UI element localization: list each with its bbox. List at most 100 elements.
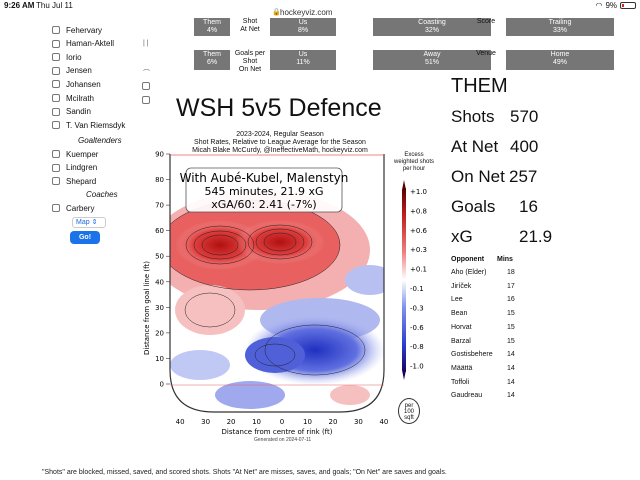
x-tick-label: 20 (328, 418, 337, 426)
opponent-mins: 15 (507, 323, 515, 331)
player-row[interactable]: T. Van Riemsdyk (52, 119, 125, 131)
colorbar-tick-label: +0.8 (410, 207, 427, 215)
checkbox[interactable] (52, 26, 60, 34)
subtitle-line-3: Micah Blake McCurdy, @IneffectiveMath, h… (192, 147, 368, 154)
colorbar-tick-label: +0.1 (410, 266, 427, 274)
stat-value: 400 (510, 137, 539, 156)
player-row[interactable]: Jensen (52, 65, 92, 77)
y-axis-label: Distance from goal line (ft) (143, 261, 151, 355)
x-axis-label: Distance from centre of rink (ft) (222, 428, 333, 436)
checkbox-extra-2[interactable] (142, 96, 150, 104)
mins-header: Mins (497, 256, 513, 263)
checkbox[interactable] (52, 66, 60, 75)
opponent-mins: 15 (507, 310, 515, 318)
checkbox[interactable] (52, 177, 60, 186)
y-axis: 0 10 20 30 40 50 60 70 80 90 (155, 151, 170, 389)
url-bar[interactable]: hockeyviz.com (280, 8, 333, 17)
player-row[interactable]: Haman-Aktell (52, 38, 114, 50)
y-tick-label: 60 (155, 227, 164, 235)
goalie-row[interactable]: Lindgren (52, 162, 97, 174)
opponent-name: Gaudreau (451, 392, 483, 400)
colorbar-tick-label: -0.3 (410, 304, 424, 312)
checkbox-extra-1[interactable] (142, 82, 150, 90)
player-row[interactable]: Mcilrath (52, 92, 94, 104)
player-name: Mcilrath (66, 93, 95, 103)
player-name: Fehervary (66, 25, 103, 35)
opponent-name: Barzal (451, 337, 471, 345)
player-row[interactable]: Fehervary (52, 24, 102, 36)
y-tick-label: 70 (155, 202, 164, 210)
x-axis: 40 30 20 10 0 10 20 30 40 (176, 418, 389, 426)
y-tick-label: 0 (160, 381, 164, 389)
player-row[interactable]: Johansen (52, 78, 101, 90)
map-select[interactable]: Map ⇕ (72, 217, 106, 228)
lock-icon: 🔒 (272, 9, 281, 16)
annotation-line-2: 545 minutes, 21.9 xG (204, 185, 323, 198)
player-name: T. Van Riemsdyk (66, 120, 126, 130)
annotation-line-1: With Aubé-Kubel, Malenstyn (180, 171, 349, 185)
rink-boards (169, 154, 385, 413)
go-button[interactable]: Go! (70, 231, 100, 244)
opponent-name: Horvat (451, 323, 472, 331)
x-tick-label: 40 (379, 418, 388, 426)
divider-mark-2: ⌒ (143, 70, 150, 77)
opponent-name: Määttä (451, 364, 473, 372)
y-tick-label: 50 (155, 253, 164, 261)
opponent-mins: 14 (507, 364, 515, 372)
legend-title-text: Excess weighted shots per hour (394, 152, 435, 172)
goalie-name: Kuemper (66, 149, 99, 159)
y-tick-label: 80 (155, 176, 164, 184)
player-row[interactable]: Sandin (52, 106, 91, 118)
checkbox[interactable] (52, 204, 60, 212)
coach-row[interactable]: Carbery (52, 202, 94, 214)
them-heading: THEM (451, 75, 508, 97)
chevron-updown-icon: ⇕ (91, 219, 98, 226)
colorbar-tick-label: -0.6 (410, 324, 424, 332)
annotation-line-3: xGA/60: 2.41 (-7%) (211, 198, 316, 211)
checkbox[interactable] (52, 39, 60, 48)
goalie-row[interactable]: Kuemper (52, 148, 98, 160)
annotation-box: With Aubé-Kubel, Malenstyn 545 minutes, … (180, 167, 349, 213)
stat-value: 21.9 (519, 227, 553, 246)
checkbox[interactable] (52, 53, 60, 62)
opponent-name: Bean (451, 310, 468, 318)
per100-text: per 100 sqft (403, 403, 414, 421)
stat-label: At Net (451, 137, 499, 156)
y-tick-label: 10 (155, 355, 164, 363)
legend-title: Excess weighted shots per hour (394, 152, 434, 173)
cmp-label-row1: Goals per Shot On Net (234, 50, 266, 73)
cmp-them-row0: Them 4% (194, 18, 230, 36)
checkbox[interactable] (52, 94, 60, 102)
player-row[interactable]: Iorio (52, 51, 82, 63)
cmp-home-row0: Trailing 33% (506, 18, 614, 36)
x-tick-label: 30 (201, 418, 210, 426)
cmp-home-row1: Home 49% (506, 50, 614, 70)
battery-icon (620, 2, 636, 9)
checkbox[interactable] (52, 80, 60, 89)
checkbox[interactable] (52, 163, 60, 172)
coach-name: Carbery (66, 203, 95, 213)
player-name: Jensen (66, 66, 92, 76)
goalie-row[interactable]: Shepard (52, 175, 96, 187)
opponent-mins: 17 (507, 282, 515, 290)
colorbar-ticks: +1.0 +0.8 +0.6 +0.3 +0.1 -0.1 -0.3 -0.6 -0.8 -1.0 (410, 188, 428, 371)
checkbox[interactable] (52, 150, 60, 158)
player-name: Johansen (66, 79, 101, 89)
wifi-icon: ◠ (595, 1, 603, 10)
cmp-mid-row0: Score (476, 18, 496, 25)
checkbox[interactable] (52, 121, 60, 130)
colorbar-tick-label: -0.1 (410, 285, 424, 293)
checkbox[interactable] (52, 107, 60, 116)
heatmap-chart: With Aubé-Kubel, Malenstyn 545 minutes, … (143, 151, 428, 437)
subtitle-line-1: 2023-2024, Regular Season (236, 131, 324, 138)
cmp-away-row1: Away 51% (373, 50, 491, 70)
opponent-name: Toffoli (451, 378, 470, 386)
section-goaltenders: Goaltenders (78, 136, 122, 145)
stat-value: 257 (509, 167, 538, 186)
x-tick-label: 20 (227, 418, 236, 426)
cmp-them-row1: Them 6% (194, 50, 230, 70)
colorbar-tick-label: +0.6 (410, 227, 428, 235)
x-tick-label: 10 (252, 418, 261, 426)
cmp-us-row1: Us 11% (270, 50, 336, 70)
opponent-mins: 14 (507, 351, 515, 359)
